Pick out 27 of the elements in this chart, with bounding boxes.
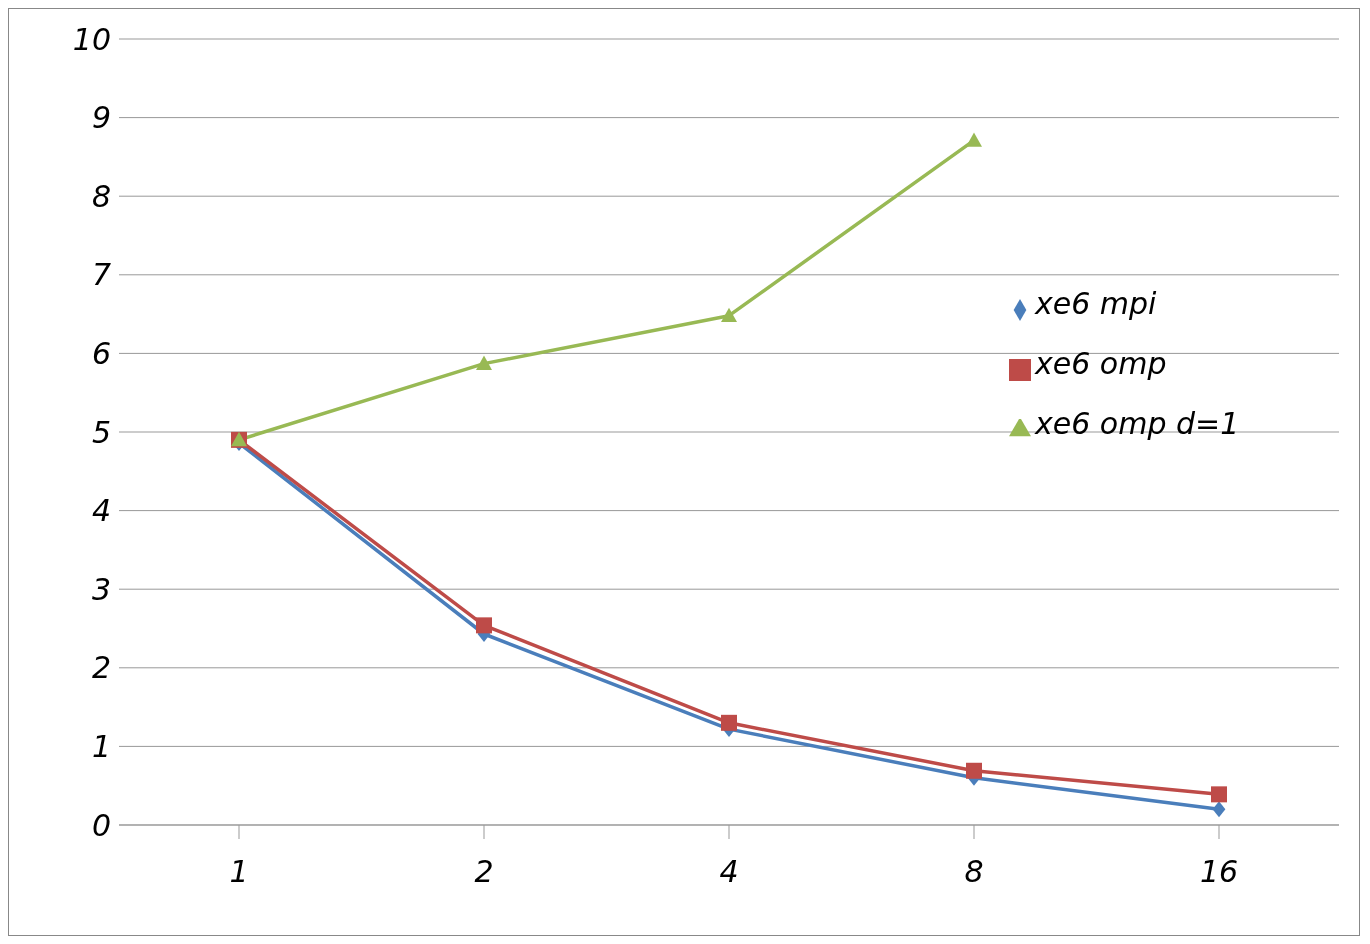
- y-tick-label: 9: [91, 100, 111, 136]
- point: [966, 762, 982, 779]
- x-tick-label: 16: [1199, 854, 1239, 890]
- legend-label: xe6 mpi: [1035, 286, 1157, 321]
- point: [1212, 801, 1226, 818]
- point: [476, 617, 492, 634]
- y-tick-label: 8: [91, 178, 111, 214]
- y-tick-label: 1: [91, 729, 111, 765]
- point: [1211, 786, 1227, 803]
- x-tick-label: 1: [229, 854, 249, 890]
- legend-label: xe6 omp: [1035, 346, 1167, 381]
- y-tick-label: 2: [91, 650, 111, 686]
- y-tick-label: 0: [91, 807, 111, 843]
- y-tick-label: 5: [91, 414, 111, 450]
- point: [721, 307, 737, 323]
- y-tick-label: 10: [72, 21, 111, 57]
- x-tick-label: 4: [719, 854, 739, 890]
- point: [476, 355, 492, 371]
- y-tick-label: 4: [91, 493, 111, 529]
- y-tick-label: 7: [91, 257, 111, 293]
- point: [966, 132, 982, 147]
- x-tick-label: 8: [964, 854, 984, 890]
- x-tick-label: 2: [474, 854, 494, 890]
- legend-label: xe6 omp d=1: [1035, 406, 1240, 441]
- y-tick-label: 3: [91, 571, 111, 607]
- y-tick-label: 6: [91, 336, 111, 372]
- point: [721, 714, 737, 731]
